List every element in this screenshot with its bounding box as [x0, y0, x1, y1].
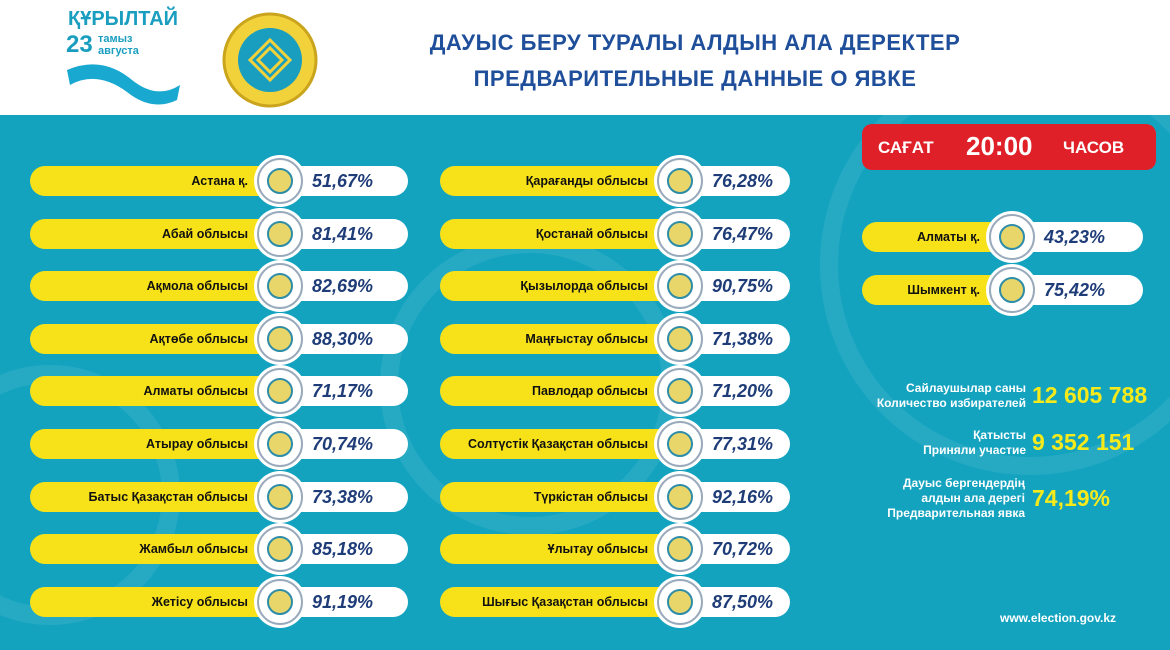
region-bar	[30, 586, 280, 617]
brand: ҚҰРЫЛТАЙ	[68, 8, 179, 30]
stat-label: Қатысты	[973, 428, 1026, 442]
region-logo	[257, 578, 303, 625]
badge-suffix: ЧАСОВ	[1063, 138, 1125, 157]
region-name: Түркістан облысы	[533, 489, 648, 504]
stat-label: Количество избирателей	[876, 396, 1026, 410]
title-ru: ПРЕДВАРИТЕЛЬНЫЕ ДАННЫЕ О ЯВКЕ	[473, 66, 917, 91]
region-name: Қостанай облысы	[535, 226, 648, 241]
region-logo	[257, 315, 303, 362]
title-kz: ДАУЫС БЕРУ ТУРАЛЫ АЛДЫН АЛА ДЕРЕКТЕР	[429, 30, 961, 55]
region-name: Алматы облысы	[143, 384, 248, 399]
region-name: Алматы қ.	[916, 230, 980, 244]
stat-value: 12 605 788	[1032, 382, 1148, 408]
region-name: Маңғыстау облысы	[525, 331, 648, 346]
badge-prefix: САҒАТ	[878, 138, 934, 157]
region-name: Ақтөбе облысы	[149, 331, 248, 346]
region-bar	[30, 429, 280, 459]
region-bar	[30, 271, 280, 302]
region-name: Павлодар облысы	[532, 384, 648, 399]
stat-label: Предварительная явка	[887, 506, 1025, 520]
region-name: Шығыс Қазақстан облысы	[482, 594, 648, 609]
region-logo	[257, 368, 303, 415]
region-bar	[862, 274, 1012, 305]
region-bar	[30, 534, 280, 565]
stat-label: Сайлаушылар саны	[905, 381, 1026, 395]
region-name: Абай облысы	[162, 226, 248, 241]
region-logo	[657, 158, 703, 204]
stat-label: алдын ала дерегі	[921, 491, 1025, 505]
region-name: Солтүстік Қазақстан облысы	[468, 437, 648, 451]
badge-time: 20:00	[966, 131, 1033, 161]
turnout: 43,23%	[1012, 222, 1143, 252]
region-bar	[30, 323, 280, 354]
region-name: Жамбыл облысы	[139, 542, 248, 557]
region-logo	[657, 210, 703, 257]
region-logo	[657, 368, 703, 415]
region-logo	[989, 266, 1035, 313]
region-bar	[440, 481, 680, 512]
region-logo	[657, 473, 703, 520]
region-logo	[257, 526, 303, 573]
stat-label: Дауыс бергендердің	[902, 476, 1025, 490]
region-name: Астана қ.	[191, 174, 248, 188]
turnout: 76,28%	[680, 166, 790, 196]
region-bar	[30, 166, 280, 196]
region-logo	[257, 421, 303, 467]
region-logo	[657, 526, 703, 573]
stat-value: 74,19%	[1032, 484, 1111, 511]
region-logo	[257, 473, 303, 520]
stat-value: 9 352 151	[1032, 429, 1135, 455]
region-logo	[657, 315, 703, 362]
region-logo	[657, 578, 703, 625]
region-logo	[257, 210, 303, 257]
date-day: 23	[66, 31, 93, 58]
time-badge	[862, 124, 1156, 170]
region-name: Ұлытау облысы	[547, 542, 648, 557]
region-logo	[257, 263, 303, 310]
region-bar	[440, 586, 680, 617]
date-ru: августа	[98, 45, 139, 57]
emblem	[222, 12, 318, 108]
region-name: Ақмола облысы	[146, 279, 248, 294]
website: www.election.gov.kz	[1000, 611, 1117, 625]
region-bar	[440, 218, 680, 249]
region-bar	[30, 376, 280, 407]
stat-label: Приняли участие	[923, 443, 1026, 457]
region-logo	[257, 158, 303, 204]
region-logo	[989, 214, 1035, 260]
region-name: Қызылорда облысы	[520, 279, 648, 294]
turnout: 81,41%	[280, 218, 408, 249]
region-bar	[30, 481, 280, 512]
region-bar	[440, 376, 680, 407]
region-name: Шымкент қ.	[907, 282, 980, 297]
flag-ribbon	[67, 64, 180, 105]
region-bar	[30, 218, 280, 249]
date-kz: тамыз	[98, 33, 133, 45]
region-logo	[657, 421, 703, 467]
region-name: Қарағанды облысы	[525, 174, 648, 188]
region-name: Атырау облысы	[146, 437, 248, 451]
region-bar	[440, 534, 680, 565]
region-bar	[440, 323, 680, 354]
region-bar	[440, 271, 680, 302]
region-name: Батыс Қазақстан облысы	[88, 489, 249, 504]
region-bar	[440, 429, 680, 459]
region-bar	[862, 222, 1012, 252]
region-logo	[657, 263, 703, 310]
region-bar	[440, 166, 680, 196]
region-name: Жетісу облысы	[151, 594, 248, 609]
